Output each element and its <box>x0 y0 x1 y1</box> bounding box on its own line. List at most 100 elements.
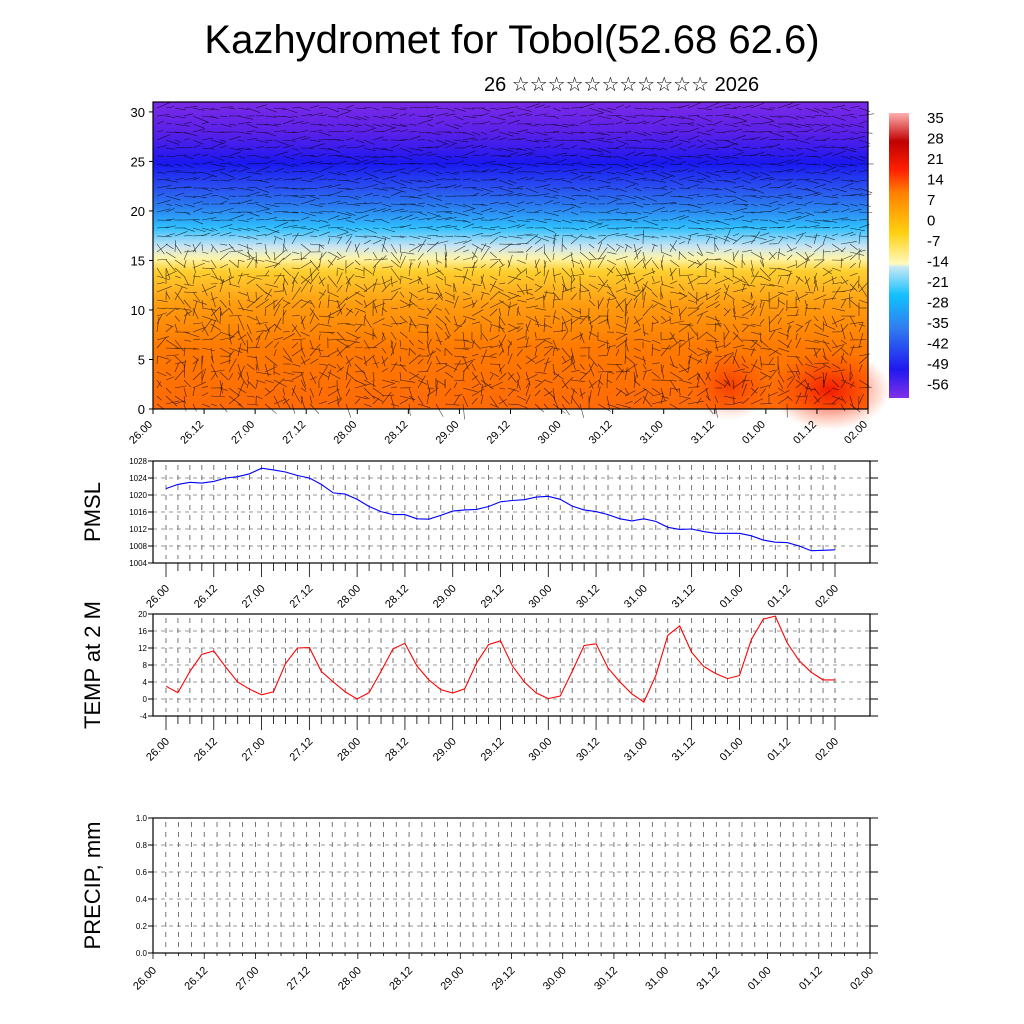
wind-vector <box>759 300 762 309</box>
wind-vector <box>165 323 174 328</box>
wind-vector <box>525 275 535 281</box>
wind-vector <box>534 179 546 182</box>
wind-vector <box>300 395 306 410</box>
wind-vector <box>741 307 755 317</box>
wind-vector <box>498 323 505 333</box>
wind-vector <box>588 243 595 249</box>
wind-vector <box>786 178 794 181</box>
wind-vector <box>678 235 692 241</box>
wind-vector <box>417 286 431 293</box>
wind-vector <box>507 179 517 184</box>
wind-vector <box>552 283 556 291</box>
wind-vector <box>273 303 281 317</box>
wind-vector <box>795 178 811 181</box>
wind-vector <box>219 207 234 213</box>
wind-vector <box>471 131 481 136</box>
wind-vector <box>246 363 255 370</box>
wind-vector <box>687 275 694 291</box>
wind-vector <box>669 243 677 251</box>
wind-vector <box>399 379 416 383</box>
wind-vector <box>174 243 182 254</box>
wind-vector <box>183 211 191 215</box>
wind-vector <box>372 147 388 151</box>
wind-vector <box>579 147 596 151</box>
wind-vector <box>309 339 314 350</box>
wind-vector <box>570 227 580 231</box>
wind-vector <box>480 291 490 295</box>
wind-vector <box>525 336 529 349</box>
x-tick-label: 31.00 <box>622 583 650 611</box>
wind-vector <box>300 187 311 190</box>
wind-vector <box>615 403 632 409</box>
wind-vector <box>516 307 521 316</box>
wind-vector <box>498 163 514 169</box>
wind-vector <box>471 155 480 157</box>
wind-vector <box>354 307 366 313</box>
x-tick-label: 02.00 <box>813 736 841 764</box>
wind-vector <box>246 202 259 205</box>
wind-vector <box>282 187 298 190</box>
wind-vector <box>318 219 329 223</box>
wind-vector <box>822 297 836 301</box>
wind-vector <box>327 235 342 238</box>
wind-vector <box>309 264 321 277</box>
wind-vector <box>174 154 188 157</box>
wind-vector <box>579 307 581 315</box>
wind-vector <box>687 232 699 237</box>
wind-vector <box>831 243 844 253</box>
wind-vector <box>462 203 475 210</box>
wind-vector <box>804 256 809 269</box>
wind-vector <box>813 219 830 222</box>
wind-vector <box>480 227 496 231</box>
wind-vector <box>408 318 412 333</box>
wind-vector <box>246 217 253 221</box>
wind-vector <box>255 208 270 213</box>
wind-vector <box>858 187 873 194</box>
wind-vector <box>606 379 613 384</box>
wind-vector <box>831 249 839 253</box>
wind-vector <box>327 363 337 369</box>
wind-vector <box>516 336 526 341</box>
wind-vector <box>462 395 469 407</box>
wind-vector <box>156 243 168 253</box>
wind-vector <box>489 218 499 221</box>
wind-vector <box>525 383 531 397</box>
wind-vector <box>291 203 299 206</box>
wind-vector <box>273 250 286 261</box>
wind-vector <box>462 315 476 321</box>
wind-vector <box>336 211 352 216</box>
wind-vector <box>804 201 814 205</box>
wind-vector <box>408 354 421 365</box>
wind-vector <box>426 339 430 354</box>
wind-vector <box>381 147 394 152</box>
wind-vector <box>174 395 186 404</box>
wind-vector <box>804 319 812 325</box>
warm-anomaly <box>770 350 890 430</box>
wind-vector <box>354 214 369 221</box>
wind-vector <box>813 107 829 115</box>
wind-vector <box>633 171 644 175</box>
wind-vector <box>516 306 519 317</box>
wind-vector <box>165 139 180 145</box>
wind-vector <box>651 107 661 110</box>
wind-vector <box>516 395 527 401</box>
wind-vector <box>750 187 765 194</box>
wind-vector <box>390 341 394 349</box>
wind-vector <box>750 259 754 272</box>
wind-vector <box>561 115 572 117</box>
wind-vector <box>435 163 446 169</box>
wind-vector <box>723 330 730 341</box>
wind-vector <box>570 276 572 293</box>
wind-vector <box>678 122 695 125</box>
wind-vector <box>552 373 560 381</box>
wind-vector <box>741 211 755 214</box>
wind-vector <box>165 225 176 229</box>
wind-vector <box>192 171 202 173</box>
wind-vector <box>246 256 256 261</box>
wind-vector <box>210 187 220 191</box>
wind-vector <box>615 131 628 134</box>
wind-vector <box>471 371 482 386</box>
wind-vector <box>795 325 804 333</box>
wind-vector <box>849 344 855 357</box>
wind-vector <box>345 233 353 237</box>
